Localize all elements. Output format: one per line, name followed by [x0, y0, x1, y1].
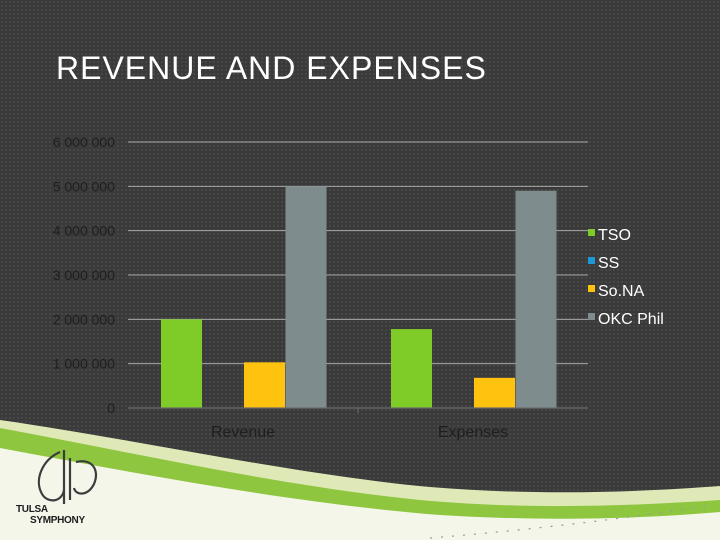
logo-line-2: SYMPHONY: [30, 515, 85, 526]
bars: [161, 186, 557, 408]
x-axis: [128, 407, 588, 413]
bar-so-na-revenue: [244, 362, 285, 408]
x-axis-tick-labels: Revenue Expenses: [211, 424, 508, 441]
x-tick-label: Expenses: [438, 424, 508, 441]
bar-tso-expenses: [391, 329, 432, 408]
bar-okc-phil-revenue: [285, 186, 327, 408]
y-tick-label: 0: [107, 400, 115, 416]
y-axis-tick-labels: 0 1 000 000 2 000 000 3 000 000 4 000 000 5 0…: [53, 134, 116, 416]
legend-label: So.NA: [598, 283, 645, 300]
page-title: REVENUE AND EXPENSES: [56, 50, 487, 86]
gridlines: [128, 141, 588, 365]
y-tick-label: 1 000 000: [53, 356, 115, 372]
y-tick-label: 3 000 000: [53, 267, 115, 283]
y-tick-label: 4 000 000: [53, 223, 115, 239]
legend-label: TSO: [598, 227, 631, 244]
y-tick-label: 2 000 000: [53, 311, 115, 327]
bar-so-na-expenses: [474, 377, 515, 408]
legend-swatch: [588, 313, 595, 320]
legend-label: SS: [598, 255, 619, 272]
legend-swatch: [588, 257, 595, 264]
x-tick-label: Revenue: [211, 424, 275, 441]
legend: TSO SS So.NA OKC Phil: [588, 227, 664, 328]
bar-okc-phil-expenses: [515, 190, 557, 408]
legend-label: OKC Phil: [598, 311, 664, 328]
legend-swatch: [588, 229, 595, 236]
legend-swatch: [588, 285, 595, 292]
bar-tso-revenue: [161, 319, 202, 408]
y-tick-label: 5 000 000: [53, 178, 115, 194]
tulsa-symphony-logo: TULSA SYMPHONY: [16, 504, 85, 526]
y-tick-label: 6 000 000: [53, 134, 115, 150]
logo-line-1: TULSA: [16, 504, 48, 515]
